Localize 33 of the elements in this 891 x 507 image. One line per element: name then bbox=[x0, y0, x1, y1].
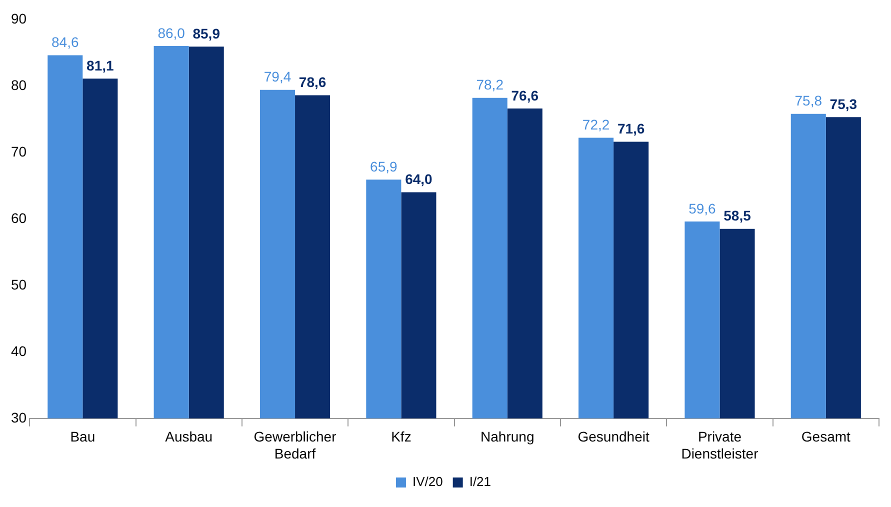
y-tick-label: 80 bbox=[10, 76, 27, 93]
y-tick-label: 30 bbox=[10, 409, 27, 426]
y-tick-label: 50 bbox=[10, 276, 27, 292]
data-label: 65,9 bbox=[370, 158, 398, 175]
data-label: 84,6 bbox=[52, 34, 79, 50]
y-tick-label: 60 bbox=[10, 210, 27, 226]
x-tick-label: Bau bbox=[70, 428, 96, 445]
y-tick-label: 90 bbox=[10, 10, 27, 26]
data-label: 79,4 bbox=[264, 68, 292, 85]
data-label: 64,0 bbox=[405, 171, 433, 188]
legend-label: IV/20 bbox=[412, 474, 443, 490]
data-label: 81,1 bbox=[86, 57, 114, 74]
y-tick-label: 70 bbox=[10, 143, 27, 160]
data-label: 71,6 bbox=[617, 120, 645, 137]
data-label: 58,5 bbox=[724, 208, 752, 224]
data-label: 78,2 bbox=[476, 76, 504, 93]
x-tick-label: Private Dienstleister bbox=[681, 428, 759, 462]
x-tick-label: Ausbau bbox=[165, 428, 213, 445]
x-tick-label: Gewerblicher Bedarf bbox=[254, 428, 337, 462]
data-label: 75,8 bbox=[794, 92, 822, 109]
data-label: 85,9 bbox=[192, 26, 220, 42]
data-label: 59,6 bbox=[688, 200, 716, 216]
legend-label: I/21 bbox=[469, 474, 492, 490]
data-label: 86,0 bbox=[158, 24, 186, 41]
data-label: 78,6 bbox=[298, 74, 326, 90]
y-tick-label: 40 bbox=[10, 342, 27, 359]
x-tick-label: Nahrung bbox=[480, 428, 534, 445]
data-label: 76,6 bbox=[511, 87, 539, 104]
x-tick-label: Gesundheit bbox=[578, 428, 650, 445]
data-label: 72,2 bbox=[582, 116, 610, 133]
x-tick-label: Kfz bbox=[391, 428, 412, 445]
data-label: 75,3 bbox=[830, 96, 858, 112]
x-tick-label: Gesamt bbox=[801, 428, 851, 445]
